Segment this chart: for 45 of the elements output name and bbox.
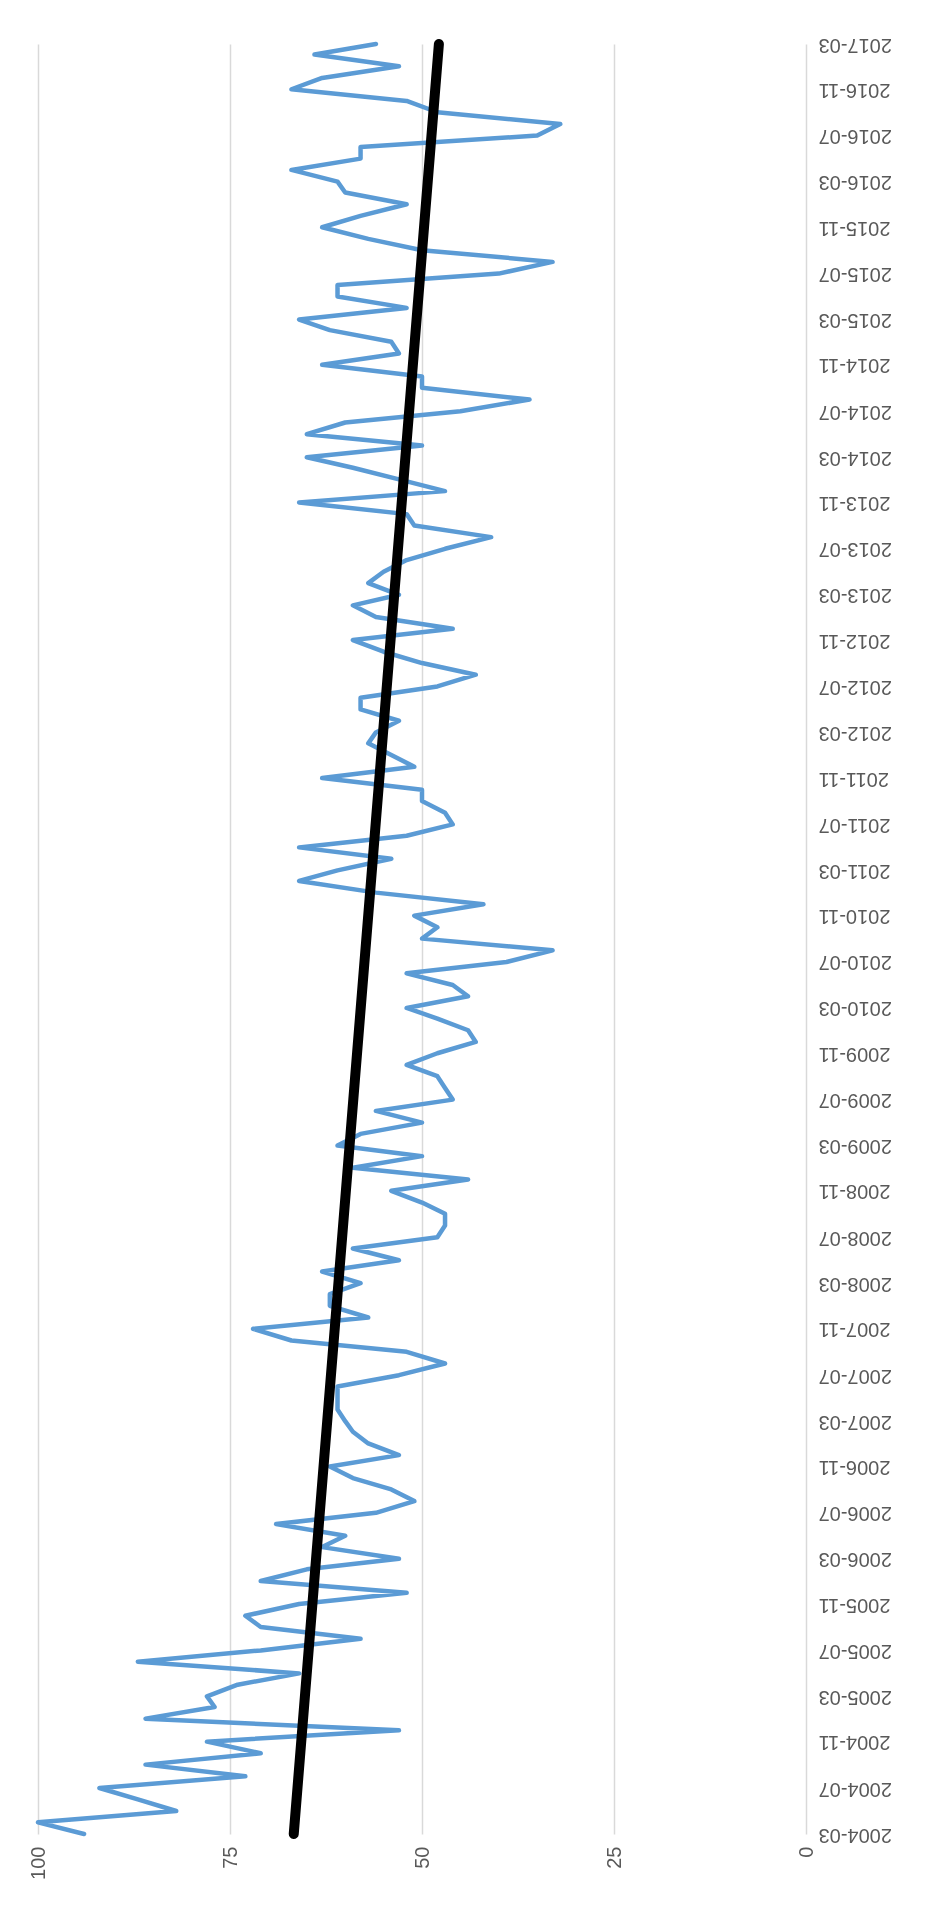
y-tick-label: 2004-03: [818, 1824, 892, 1847]
y-tick-label: 2004-07: [818, 1778, 892, 1801]
y-tick-label: 2015-03: [818, 310, 892, 333]
y-tick-label: 2006-11: [818, 1456, 891, 1479]
y-tick-label: 2009-07: [818, 1090, 892, 1113]
y-tick-label: 2009-11: [818, 1043, 891, 1066]
y-tick-label: 2006-07: [818, 1503, 892, 1526]
y-tick-label: 2010-07: [818, 952, 892, 975]
y-tick-label: 2014-11: [818, 355, 891, 378]
y-tick-label: 2014-03: [818, 447, 892, 470]
y-tick-label: 2015-07: [818, 264, 892, 287]
y-tick-label: 2007-07: [818, 1365, 892, 1388]
y-tick-label: 2015-11: [818, 217, 891, 240]
y-tick-label: 2012-11: [818, 630, 891, 653]
y-tick-label: 2007-03: [818, 1411, 892, 1434]
y-tick-label: 2013-07: [818, 539, 892, 562]
y-tick-label: 2011-07: [818, 814, 891, 837]
y-tick-label: 2008-03: [818, 1273, 892, 1296]
y-tick-label: 2005-03: [818, 1686, 892, 1709]
y-tick-label: 2016-07: [818, 126, 892, 149]
y-tick-label: 2011-03: [818, 860, 891, 883]
y-tick-label: 2012-07: [818, 676, 892, 699]
y-tick-label: 2008-11: [818, 1181, 891, 1204]
y-tick-label: 2005-07: [818, 1640, 892, 1663]
y-tick-label: 2017-03: [818, 34, 892, 57]
x-tick-label: 100: [26, 1846, 49, 1880]
y-tick-label: 2009-03: [818, 1136, 892, 1159]
x-tick-label: 75: [218, 1846, 241, 1869]
y-tick-label: 2012-03: [818, 722, 892, 745]
y-tick-label: 2005-11: [818, 1594, 891, 1617]
y-tick-label: 2008-07: [818, 1227, 892, 1250]
y-tick-label: 2004-11: [818, 1732, 891, 1755]
x-tick-label: 25: [602, 1846, 625, 1869]
y-tick-label: 2007-11: [818, 1319, 891, 1342]
y-tick-label: 2010-03: [818, 998, 892, 1021]
y-tick-label: 2013-11: [818, 492, 891, 515]
y-tick-label: 2016-03: [818, 172, 892, 195]
y-tick-label: 2010-11: [818, 906, 891, 929]
y-tick-label: 2016-11: [818, 79, 891, 102]
y-tick-label: 2006-03: [818, 1549, 892, 1572]
y-tick-label: 2013-03: [818, 585, 892, 608]
x-tick-label: 0: [794, 1846, 817, 1858]
x-tick-label: 50: [410, 1846, 433, 1869]
y-tick-label: 2011-11: [818, 768, 889, 791]
y-tick-label: 2014-07: [818, 401, 892, 424]
